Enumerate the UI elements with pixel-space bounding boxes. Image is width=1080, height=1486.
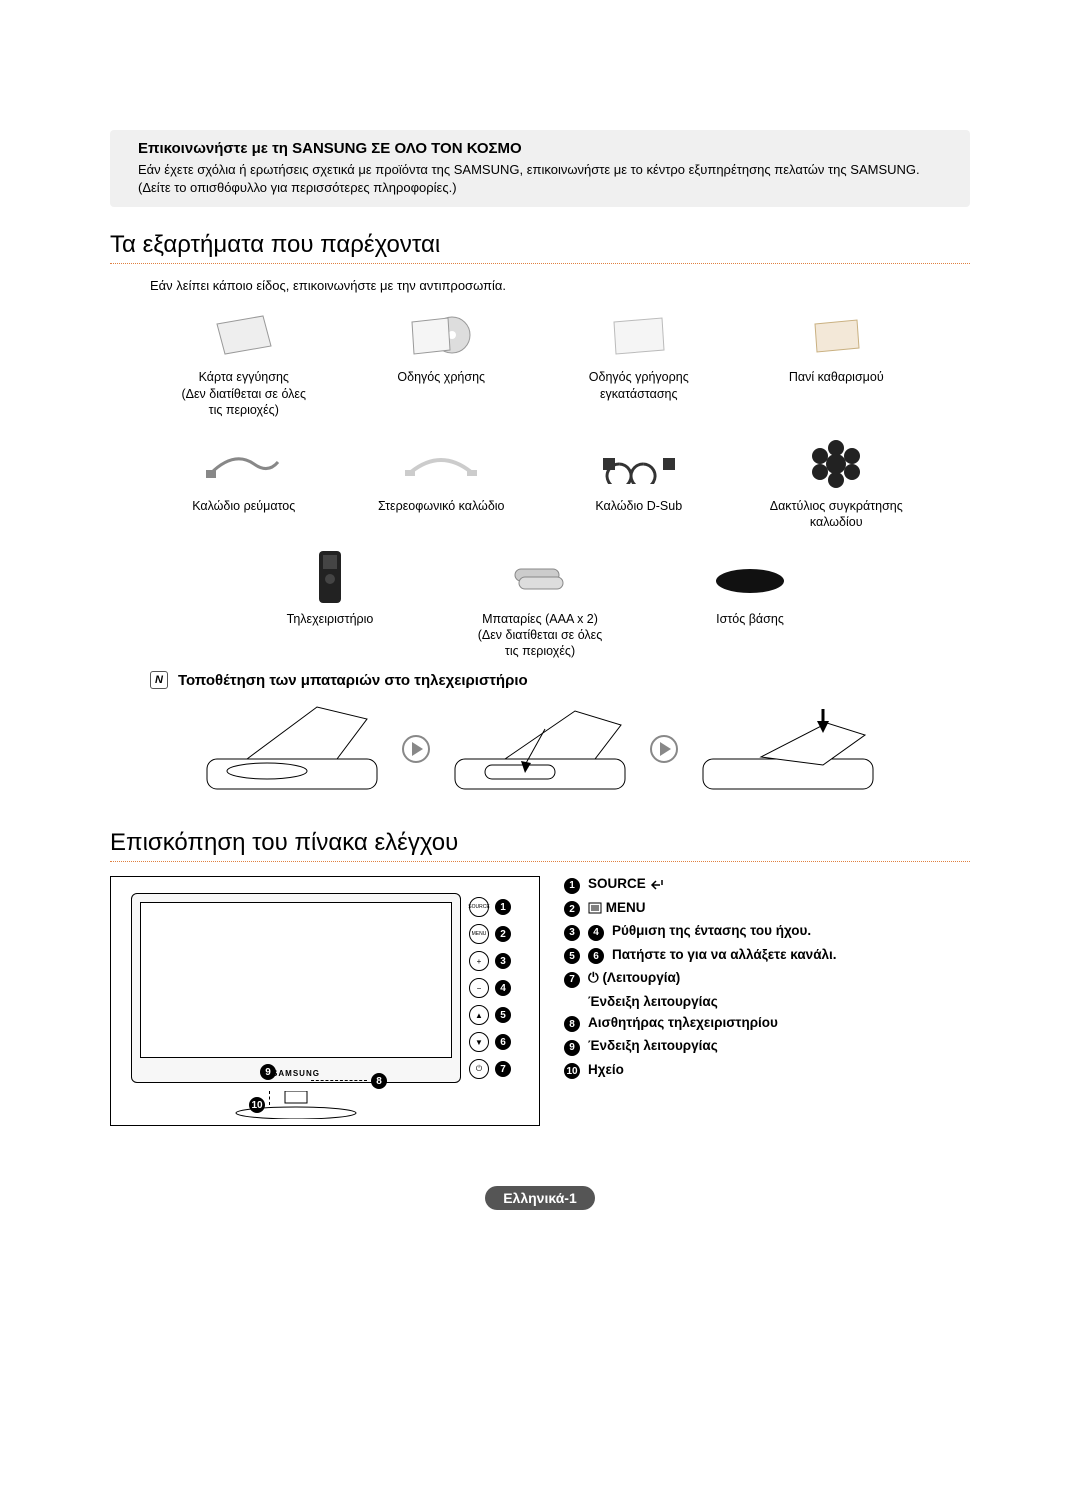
accessories-row3: Τηλεχειριστήριο Μπαταρίες (AAA x 2) (Δεν… (230, 549, 850, 660)
contact-notice: Επικοινωνήστε με τη SANSUNG ΣΕ ΟΛΟ ΤΟΝ Κ… (110, 130, 970, 207)
legend-power: (Λειτουργία) (602, 970, 680, 985)
legend-source: SOURCE (588, 876, 646, 891)
menu-icon (588, 902, 602, 914)
callout-1: 1 (495, 899, 511, 915)
callout-8: 8 (371, 1073, 387, 1089)
tv-button-stack: SOURCE1 MENU2 +3 −4 ▲5 ▼6 ⏻7 (469, 897, 511, 1079)
legend-speaker: Ηχείο (588, 1062, 624, 1077)
battery-diagram (150, 699, 930, 799)
callout-5: 5 (495, 1007, 511, 1023)
battery-note: N Τοποθέτηση των μπαταριών στο τηλεχειρι… (150, 671, 970, 689)
arrow-icon (401, 734, 431, 764)
accessory-dsub-cable: Καλώδιο D-Sub (545, 436, 733, 531)
section2-title: Επισκόπηση του πίνακα ελέγχου (110, 829, 970, 857)
accessory-remote: Τηλεχειριστήριο (230, 549, 430, 660)
section1-title: Τα εξαρτήματα που παρέχονται (110, 231, 970, 259)
arrow-icon (649, 734, 679, 764)
callout-2: 2 (495, 926, 511, 942)
enter-icon (650, 879, 666, 891)
section2-rule (110, 861, 970, 862)
accessory-cable-ring: Δακτύλιος συγκράτησης καλωδίου (743, 436, 931, 531)
accessories-row1: Κάρτα εγγύησης (Δεν διατίθεται σε όλες τ… (150, 307, 930, 418)
page-number-badge: Ελληνικά-1 (485, 1186, 595, 1210)
accessories-row2: Καλώδιο ρεύματος Στερεοφωνικό καλώδιο Κα… (150, 436, 930, 531)
legend-remote-sensor: Αισθητήρας τηλεχειριστηρίου (588, 1015, 778, 1030)
callout-3: 3 (495, 953, 511, 969)
callout-4: 4 (495, 980, 511, 996)
battery-step3 (693, 699, 883, 799)
page-footer: Ελληνικά-1 (110, 1186, 970, 1210)
legend-volume: Ρύθμιση της έντασης του ήχου. (612, 923, 811, 938)
accessory-quickguide: Οδηγός γρήγορης εγκατάστασης (545, 307, 733, 418)
notice-title: Επικοινωνήστε με τη SANSUNG ΣΕ ΟΛΟ ΤΟΝ Κ… (138, 140, 942, 157)
legend-menu: MENU (606, 900, 646, 915)
tv-screen: SAMSUNG 9 (131, 893, 461, 1083)
legend-power-indicator: Ένδειξη λειτουργίας (588, 994, 718, 1009)
section1-intro: Εάν λείπει κάποιο είδος, επικοινωνήστε μ… (150, 278, 970, 293)
section1-rule (110, 263, 970, 264)
battery-note-text: Τοποθέτηση των μπαταριών στο τηλεχειριστ… (178, 672, 528, 689)
controls-legend: 1SOURCE 2 MENU 34Ρύθμιση της έντασης του… (564, 876, 970, 1126)
accessory-batteries: Μπαταρίες (AAA x 2) (Δεν διατίθεται σε ό… (440, 549, 640, 660)
callout-6: 6 (495, 1034, 511, 1050)
accessory-cloth: Πανί καθαρισμού (743, 307, 931, 418)
note-icon: N (150, 671, 168, 689)
callout-7: 7 (495, 1061, 511, 1077)
accessory-manual: Οδηγός χρήσης (348, 307, 536, 418)
tv-diagram: SAMSUNG 9 10 8 SOURCE1 MENU2 +3 −4 ▲5 ▼6… (110, 876, 540, 1126)
legend-indicator: Ένδειξη λειτουργίας (588, 1038, 718, 1053)
accessory-stereo-cable: Στερεοφωνικό καλώδιο (348, 436, 536, 531)
control-panel-row: SAMSUNG 9 10 8 SOURCE1 MENU2 +3 −4 ▲5 ▼6… (110, 876, 970, 1126)
notice-body: Εάν έχετε σχόλια ή ερωτήσεις σχετικά με … (138, 161, 942, 197)
accessory-stand: Ιστός βάσης (650, 549, 850, 660)
accessory-power-cable: Καλώδιο ρεύματος (150, 436, 338, 531)
battery-step2 (445, 699, 635, 799)
battery-step1 (197, 699, 387, 799)
legend-channel: Πατήστε το για να αλλάξετε κανάλι. (612, 947, 837, 962)
tv-brand: SAMSUNG (132, 1069, 460, 1078)
accessory-warranty: Κάρτα εγγύησης (Δεν διατίθεται σε όλες τ… (150, 307, 338, 418)
